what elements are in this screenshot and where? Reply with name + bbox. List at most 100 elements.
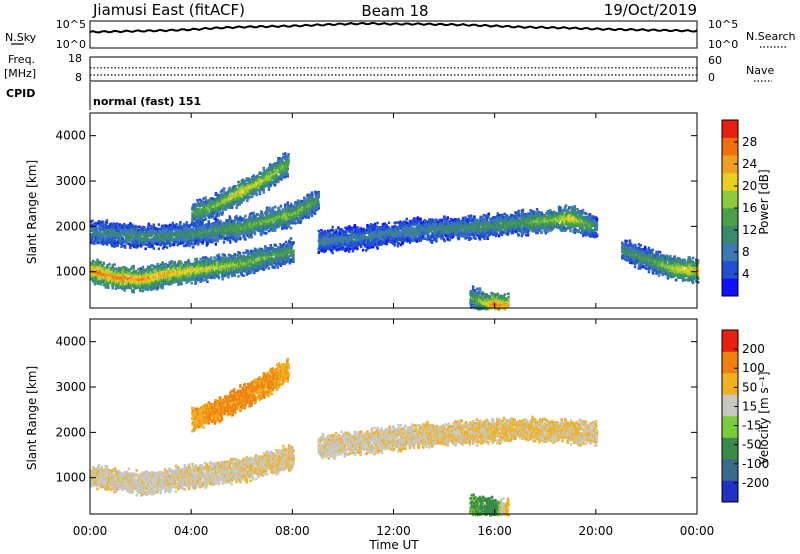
power-cell	[151, 244, 154, 248]
power-cell	[202, 261, 205, 265]
power-cell	[158, 278, 161, 281]
power-cell	[100, 273, 104, 277]
power-cell	[170, 275, 173, 278]
freq-label-line2: [MHz]	[4, 67, 36, 80]
power-cell	[126, 280, 130, 284]
power-cell	[199, 257, 202, 261]
noise-sky-line	[89, 21, 698, 34]
power-cell	[284, 240, 288, 244]
power-cell	[178, 268, 181, 271]
freq-right-tick-top: 60	[708, 54, 722, 67]
power-cell	[107, 284, 110, 287]
power-cell	[134, 270, 138, 274]
power-cell	[166, 280, 169, 284]
power-cell	[189, 266, 193, 269]
power-cell	[190, 267, 193, 271]
power-cell	[244, 214, 247, 218]
power-cell	[217, 275, 221, 279]
power-cell	[129, 286, 133, 290]
power-cell	[188, 268, 191, 272]
power-cell	[151, 268, 154, 271]
power-cell	[165, 268, 169, 271]
power-cell	[97, 260, 100, 264]
power-cell	[93, 261, 97, 265]
power-cell	[200, 259, 204, 262]
power-cell	[122, 265, 125, 269]
power-cell	[93, 279, 97, 282]
power-cell	[141, 284, 144, 288]
power-cell	[93, 266, 96, 270]
power-cell	[165, 270, 168, 273]
power-cell	[187, 274, 190, 278]
power-cell	[164, 272, 167, 275]
power-cell	[125, 273, 128, 276]
power-cell	[121, 272, 124, 276]
power-cell	[150, 264, 153, 267]
power-cell	[113, 263, 116, 266]
power-cell	[95, 279, 99, 282]
power-cell	[150, 286, 153, 289]
power-cell	[175, 223, 178, 226]
power-cell	[127, 283, 131, 287]
power-cell	[93, 282, 97, 286]
power-cell	[292, 241, 295, 245]
noise-right-label: N.Search	[746, 30, 796, 43]
power-cell	[90, 268, 93, 272]
power-cell	[197, 278, 200, 282]
power-cell	[176, 271, 179, 275]
date-title: 19/Oct/2019	[604, 1, 697, 19]
power-cell	[137, 268, 140, 271]
power-cell	[152, 247, 155, 250]
power-cell	[138, 287, 142, 291]
power-cell	[141, 271, 144, 275]
power-cell	[276, 266, 279, 269]
power-cell	[182, 278, 185, 281]
power-cell	[289, 237, 293, 240]
power-cell	[173, 280, 176, 283]
power-cell	[133, 275, 136, 279]
power-cell	[162, 274, 165, 278]
power-cell	[144, 288, 147, 291]
power-cell	[135, 273, 138, 277]
power-cell	[174, 274, 178, 277]
power-cell	[180, 282, 183, 286]
power-cell	[179, 281, 183, 284]
freq-right-tick-bottom: 0	[708, 71, 715, 84]
cpid-label: CPID	[6, 87, 35, 100]
power-cell	[121, 278, 124, 282]
power-cell	[148, 283, 152, 286]
power-cell	[132, 269, 135, 272]
power-cell	[132, 265, 135, 268]
power-cell	[191, 263, 195, 266]
power-cell	[164, 282, 167, 285]
power-cell	[102, 261, 105, 265]
power-cell	[182, 263, 186, 267]
power-cell	[121, 236, 124, 240]
power-cell	[117, 279, 121, 283]
power-cell	[174, 276, 177, 280]
power-cell	[129, 267, 133, 270]
power-cell	[122, 270, 125, 273]
power-cell	[165, 246, 169, 249]
power-cell	[95, 268, 99, 271]
power-cell	[102, 280, 105, 283]
power-cell	[105, 272, 109, 275]
power-cell	[260, 233, 263, 237]
power-cell	[98, 273, 101, 277]
power-cell	[193, 265, 197, 268]
power-cell	[200, 277, 204, 281]
power-cell	[189, 262, 192, 266]
power-cell	[186, 273, 190, 276]
power-cell	[107, 273, 111, 276]
power-cell	[147, 276, 150, 280]
power-cell	[233, 272, 236, 276]
power-cell	[192, 272, 195, 275]
power-cell	[100, 271, 103, 275]
power-cell	[94, 221, 97, 225]
power-cell	[119, 282, 123, 286]
power-cell	[102, 277, 105, 281]
power-cell	[144, 247, 147, 250]
noise-left-label: N.Sky	[5, 31, 37, 44]
power-cell	[132, 291, 135, 294]
power-cell	[131, 282, 135, 286]
